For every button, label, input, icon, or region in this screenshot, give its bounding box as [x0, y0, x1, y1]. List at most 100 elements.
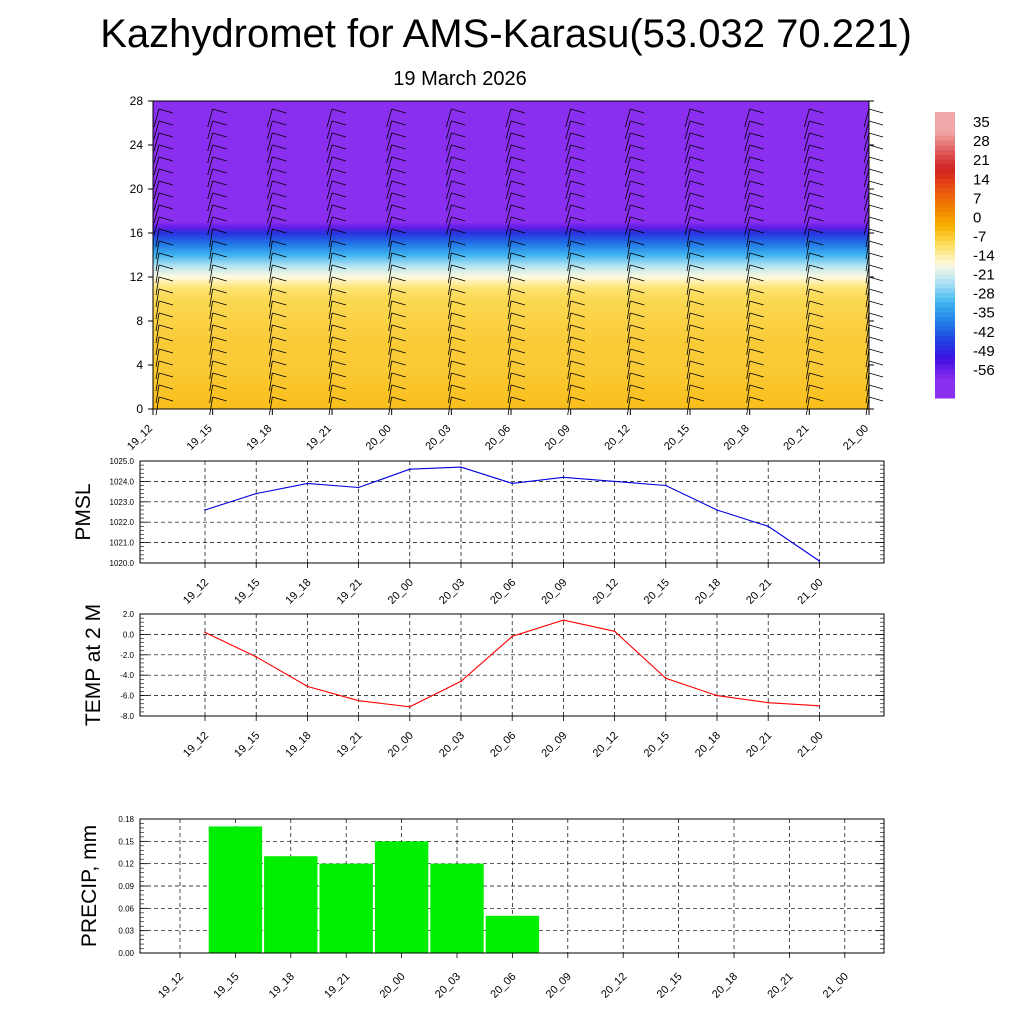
wind-barb [388, 252, 406, 272]
wind-barb [803, 156, 824, 176]
wind-barb [445, 156, 466, 176]
data-point [818, 705, 821, 707]
wind-barb [505, 204, 526, 224]
x-tick-label: 20_03 [437, 577, 467, 607]
data-point [460, 466, 462, 468]
wind-barb [507, 300, 526, 320]
wind-barb [507, 240, 526, 260]
wind-barb [207, 180, 227, 200]
wind-barb [207, 168, 227, 188]
wind-barb [567, 240, 585, 260]
wind-barb [803, 204, 824, 224]
data-point [357, 486, 360, 489]
wind-barb [447, 312, 466, 332]
wind-barb [686, 384, 705, 404]
x-tick-label: 20_00 [386, 577, 416, 607]
wind-barb [209, 324, 227, 344]
x-tick-label: 20_15 [662, 423, 692, 453]
wind-barb [328, 276, 347, 296]
wind-barb [626, 228, 645, 248]
wind-barb [686, 336, 705, 356]
colorbar-label: 0 [973, 209, 981, 226]
wind-barb [386, 132, 406, 152]
colorbar-cell [935, 193, 955, 199]
colorbar-cell [935, 355, 955, 361]
wind-barb [386, 192, 406, 212]
x-tick-label: 19_18 [283, 730, 313, 760]
wind-barb [803, 108, 824, 128]
wind-barb [447, 324, 466, 344]
wind-barb [744, 144, 764, 164]
colorbar-cell [935, 112, 955, 118]
wind-barb [207, 216, 227, 236]
wind-barb [209, 336, 227, 356]
wind-barb [746, 384, 764, 404]
wind-barb [326, 144, 347, 164]
colorbar-cell [935, 169, 955, 175]
x-tick-label: 20_00 [364, 423, 394, 453]
wind-barb [805, 384, 824, 404]
wind-barb [266, 108, 287, 128]
y-tick-label: -2.0 [120, 651, 134, 660]
wind-barb [153, 168, 174, 188]
cross-section-panel: 0 4 8 12 16 20 24 28 19_12 19_15 19_18 19_21 20_00 20… [125, 94, 884, 453]
colorbar-cell [935, 197, 955, 204]
colorbar-cell [935, 131, 955, 137]
wind-barb [624, 192, 645, 212]
wind-barb [328, 288, 347, 308]
wind-barb [744, 156, 764, 176]
wind-barb [626, 324, 645, 344]
x-tick-label: 19_21 [335, 730, 365, 760]
y-tick-label: 0 [136, 402, 143, 416]
wind-barb [565, 156, 585, 176]
colorbar-cell [935, 278, 955, 285]
wind-barb [268, 228, 287, 248]
wind-barb [744, 204, 764, 224]
colorbar-cell [935, 383, 955, 389]
wind-barb [386, 108, 406, 128]
colorbar-cell [935, 154, 955, 161]
colorbar-cell [935, 359, 955, 366]
wind-barb [207, 144, 227, 164]
wind-barb [803, 168, 824, 188]
wind-barb [567, 336, 585, 356]
wind-barb [805, 336, 824, 356]
y-axis-label: PMSL [72, 483, 95, 540]
wind-barb [207, 204, 227, 224]
wind-barb [445, 120, 466, 140]
wind-barb [388, 360, 406, 380]
colorbar-cell [935, 250, 955, 256]
colorbar-cell [935, 259, 955, 266]
x-tick-label: 19_15 [185, 423, 215, 453]
wind-barb [447, 264, 466, 284]
y-tick-label: 28 [130, 94, 144, 108]
precip-bar [374, 841, 429, 953]
wind-barb [328, 264, 347, 284]
x-tick-label: 20_09 [544, 971, 574, 1001]
x-tick-label: 20_15 [642, 730, 672, 760]
colorbar-cell [935, 255, 955, 261]
colorbar-cell [935, 378, 955, 385]
wind-barb [445, 204, 466, 224]
colorbar-cell [935, 240, 955, 246]
y-tick-label: 0.03 [118, 927, 134, 936]
colorbar-cell [935, 393, 955, 399]
panel-frame [139, 613, 885, 717]
wind-barb [266, 132, 287, 152]
wind-barb [507, 372, 526, 392]
wind-barb [209, 384, 227, 404]
wind-barb [805, 300, 824, 320]
colorbar-cell [935, 297, 955, 304]
wind-barb [209, 300, 227, 320]
wind-barb [155, 252, 174, 272]
x-tick-label: 21_00 [841, 423, 871, 453]
wind-barb [624, 216, 645, 236]
wind-barb [505, 144, 526, 164]
wind-barb [746, 288, 764, 308]
wind-barb [565, 216, 585, 236]
wind-barb [207, 132, 227, 152]
wind-barb [447, 396, 466, 416]
colorbar-cell [935, 140, 955, 146]
wind-barb [268, 288, 287, 308]
wind-barb [388, 312, 406, 332]
